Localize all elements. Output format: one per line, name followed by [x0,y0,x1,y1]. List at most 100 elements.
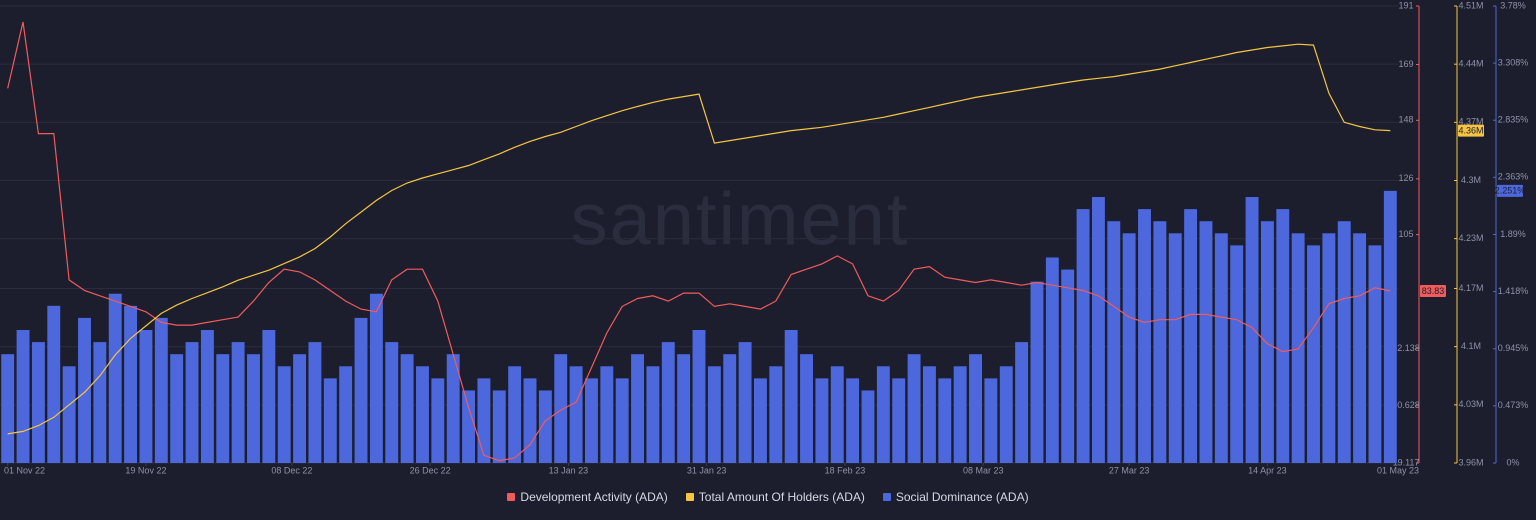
bar [446,354,460,463]
y-tick-label: 40.628 [1392,400,1420,410]
legend-item[interactable]: Social Dominance (ADA) [882,490,1029,504]
bar [1184,209,1198,463]
bar [554,354,568,463]
y-tick-label: 148 [1398,115,1413,125]
bar [876,366,890,463]
x-tick-label: 14 Apr 23 [1248,465,1287,475]
bar [108,293,122,463]
y-tick-label: 191 [1398,0,1413,10]
y-tick-label: 4.17M [1458,283,1483,293]
bar [569,366,583,463]
bar [1199,221,1213,463]
value-badge-label: 83.83 [1422,286,1445,296]
y-tick-label: 4.3M [1461,175,1481,185]
bar [339,366,353,463]
bar [738,342,752,463]
bar [369,293,383,463]
y-tick-label: 169 [1398,59,1413,69]
y-tick-label: 4.1M [1461,341,1481,351]
bar [200,330,214,463]
bar [139,330,153,463]
legend-item[interactable]: Total Amount Of Holders (ADA) [685,490,865,504]
bar [1230,245,1244,463]
bar [400,354,414,463]
bar [124,305,138,463]
bar [615,378,629,463]
legend-swatch [685,493,694,501]
bar [1168,233,1182,463]
x-tick-label: 26 Dec 22 [410,465,451,475]
y-tick-label: 4.51M [1458,0,1483,10]
y-tick-label: 62.138 [1392,343,1420,353]
y-tick-label: 105 [1398,229,1413,239]
bar [416,366,429,463]
bar [277,366,291,463]
bar [1322,233,1336,463]
bar [62,366,76,463]
bar [508,366,522,463]
bar [93,342,107,463]
bar [1383,190,1397,463]
bar [969,354,982,463]
bar [1107,221,1121,463]
x-tick-label: 13 Jan 23 [549,465,589,475]
bar [692,330,706,463]
y-tick-label: 2.835% [1498,115,1529,125]
bar [585,378,598,463]
y-tick-label: 3.78% [1500,0,1526,10]
x-tick-label: 31 Jan 23 [687,465,727,475]
y-tick-label: 3.308% [1498,57,1529,67]
line [7,43,1391,435]
bar [1045,257,1059,463]
y-tick-label: 4.23M [1458,233,1483,243]
value-badge [1420,284,1446,297]
bar [784,330,798,463]
bar [1030,281,1044,463]
bar [800,354,813,463]
y-tick-label: 4.37M [1458,117,1483,127]
y-tick-label: 19.117 [1393,457,1420,467]
x-tick-label: 27 Mar 23 [1109,465,1150,475]
bar [769,366,783,463]
bar [1015,342,1029,463]
y-tick-label: 0.945% [1498,343,1529,353]
bar [47,305,61,463]
bar [922,366,936,463]
y-tick-label: 0% [1506,457,1519,467]
bar [523,378,537,463]
y-tick-label: 4.03M [1458,399,1483,409]
y-tick-label: 1.89% [1500,229,1526,239]
legend-swatch [507,493,516,501]
legend-label: Social Dominance (ADA) [895,490,1029,504]
x-tick-label: 01 May 23 [1377,465,1419,475]
bar [185,342,199,463]
bar [861,390,875,463]
bar [646,366,660,463]
bar [1307,245,1320,463]
bar [723,354,737,463]
bar [707,366,721,463]
bar [170,354,184,463]
bar [1353,233,1367,463]
bar [78,317,91,463]
x-tick-label: 18 Feb 23 [825,465,866,475]
legend-item[interactable]: Development Activity (ADA) [507,490,668,504]
bar [600,366,614,463]
legend-label: Total Amount Of Holders (ADA) [698,490,865,504]
bar [938,378,952,463]
bar [830,366,844,463]
bar [431,378,445,463]
bar [293,354,307,463]
bar [1091,197,1105,463]
y-tick-label: 126 [1398,173,1413,183]
x-tick-label: 01 Nov 22 [4,465,45,475]
bar [1337,221,1351,463]
bar [1076,209,1090,463]
watermark: santiment [571,178,910,261]
bar [677,354,691,463]
y-tick-label: 1.418% [1498,286,1529,296]
bar [354,317,368,463]
bar [16,330,30,463]
